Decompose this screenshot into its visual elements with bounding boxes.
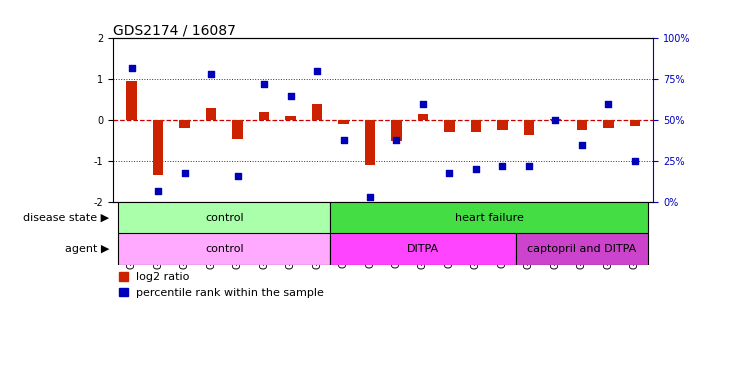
Bar — [365, 120, 375, 165]
Text: agent ▶: agent ▶ — [65, 244, 110, 254]
Bar — [550, 119, 561, 120]
Point — [444, 169, 456, 175]
Text: control: control — [205, 213, 244, 223]
Text: GDS2174 / 16087: GDS2174 / 16087 — [113, 23, 236, 37]
Bar — [603, 120, 614, 128]
Bar — [259, 112, 269, 120]
Bar — [330, 233, 515, 265]
Bar — [515, 233, 648, 265]
Point — [496, 163, 508, 169]
Point — [523, 163, 535, 169]
Point — [417, 101, 429, 107]
Bar — [497, 120, 507, 131]
Point — [364, 194, 376, 200]
Bar — [118, 202, 330, 233]
Bar — [330, 202, 648, 233]
Text: captopril and DITPA: captopril and DITPA — [527, 244, 637, 254]
Point — [126, 65, 137, 71]
Point — [179, 169, 191, 175]
Bar — [391, 120, 402, 141]
Point — [285, 93, 296, 99]
Point — [311, 68, 323, 74]
Bar — [232, 120, 243, 139]
Bar — [444, 120, 455, 132]
Bar — [118, 233, 330, 265]
Text: heart failure: heart failure — [455, 213, 523, 223]
Point — [338, 137, 350, 143]
Point — [602, 101, 614, 107]
Bar — [629, 120, 640, 126]
Legend: log2 ratio, percentile rank within the sample: log2 ratio, percentile rank within the s… — [119, 272, 324, 298]
Point — [470, 166, 482, 172]
Bar — [471, 120, 481, 132]
Text: disease state ▶: disease state ▶ — [23, 213, 110, 223]
Point — [231, 173, 243, 179]
Point — [205, 71, 217, 78]
Bar — [180, 120, 190, 128]
Bar — [126, 81, 137, 120]
Point — [258, 81, 270, 87]
Text: control: control — [205, 244, 244, 254]
Bar — [153, 120, 164, 175]
Text: DITPA: DITPA — [407, 244, 439, 254]
Point — [576, 142, 588, 148]
Point — [550, 117, 561, 123]
Bar — [577, 120, 587, 131]
Bar — [338, 120, 349, 124]
Bar — [523, 120, 534, 134]
Bar — [312, 104, 323, 120]
Point — [391, 137, 402, 143]
Point — [629, 158, 641, 164]
Bar — [285, 116, 296, 120]
Bar — [418, 114, 429, 120]
Bar — [206, 108, 216, 120]
Point — [153, 187, 164, 194]
